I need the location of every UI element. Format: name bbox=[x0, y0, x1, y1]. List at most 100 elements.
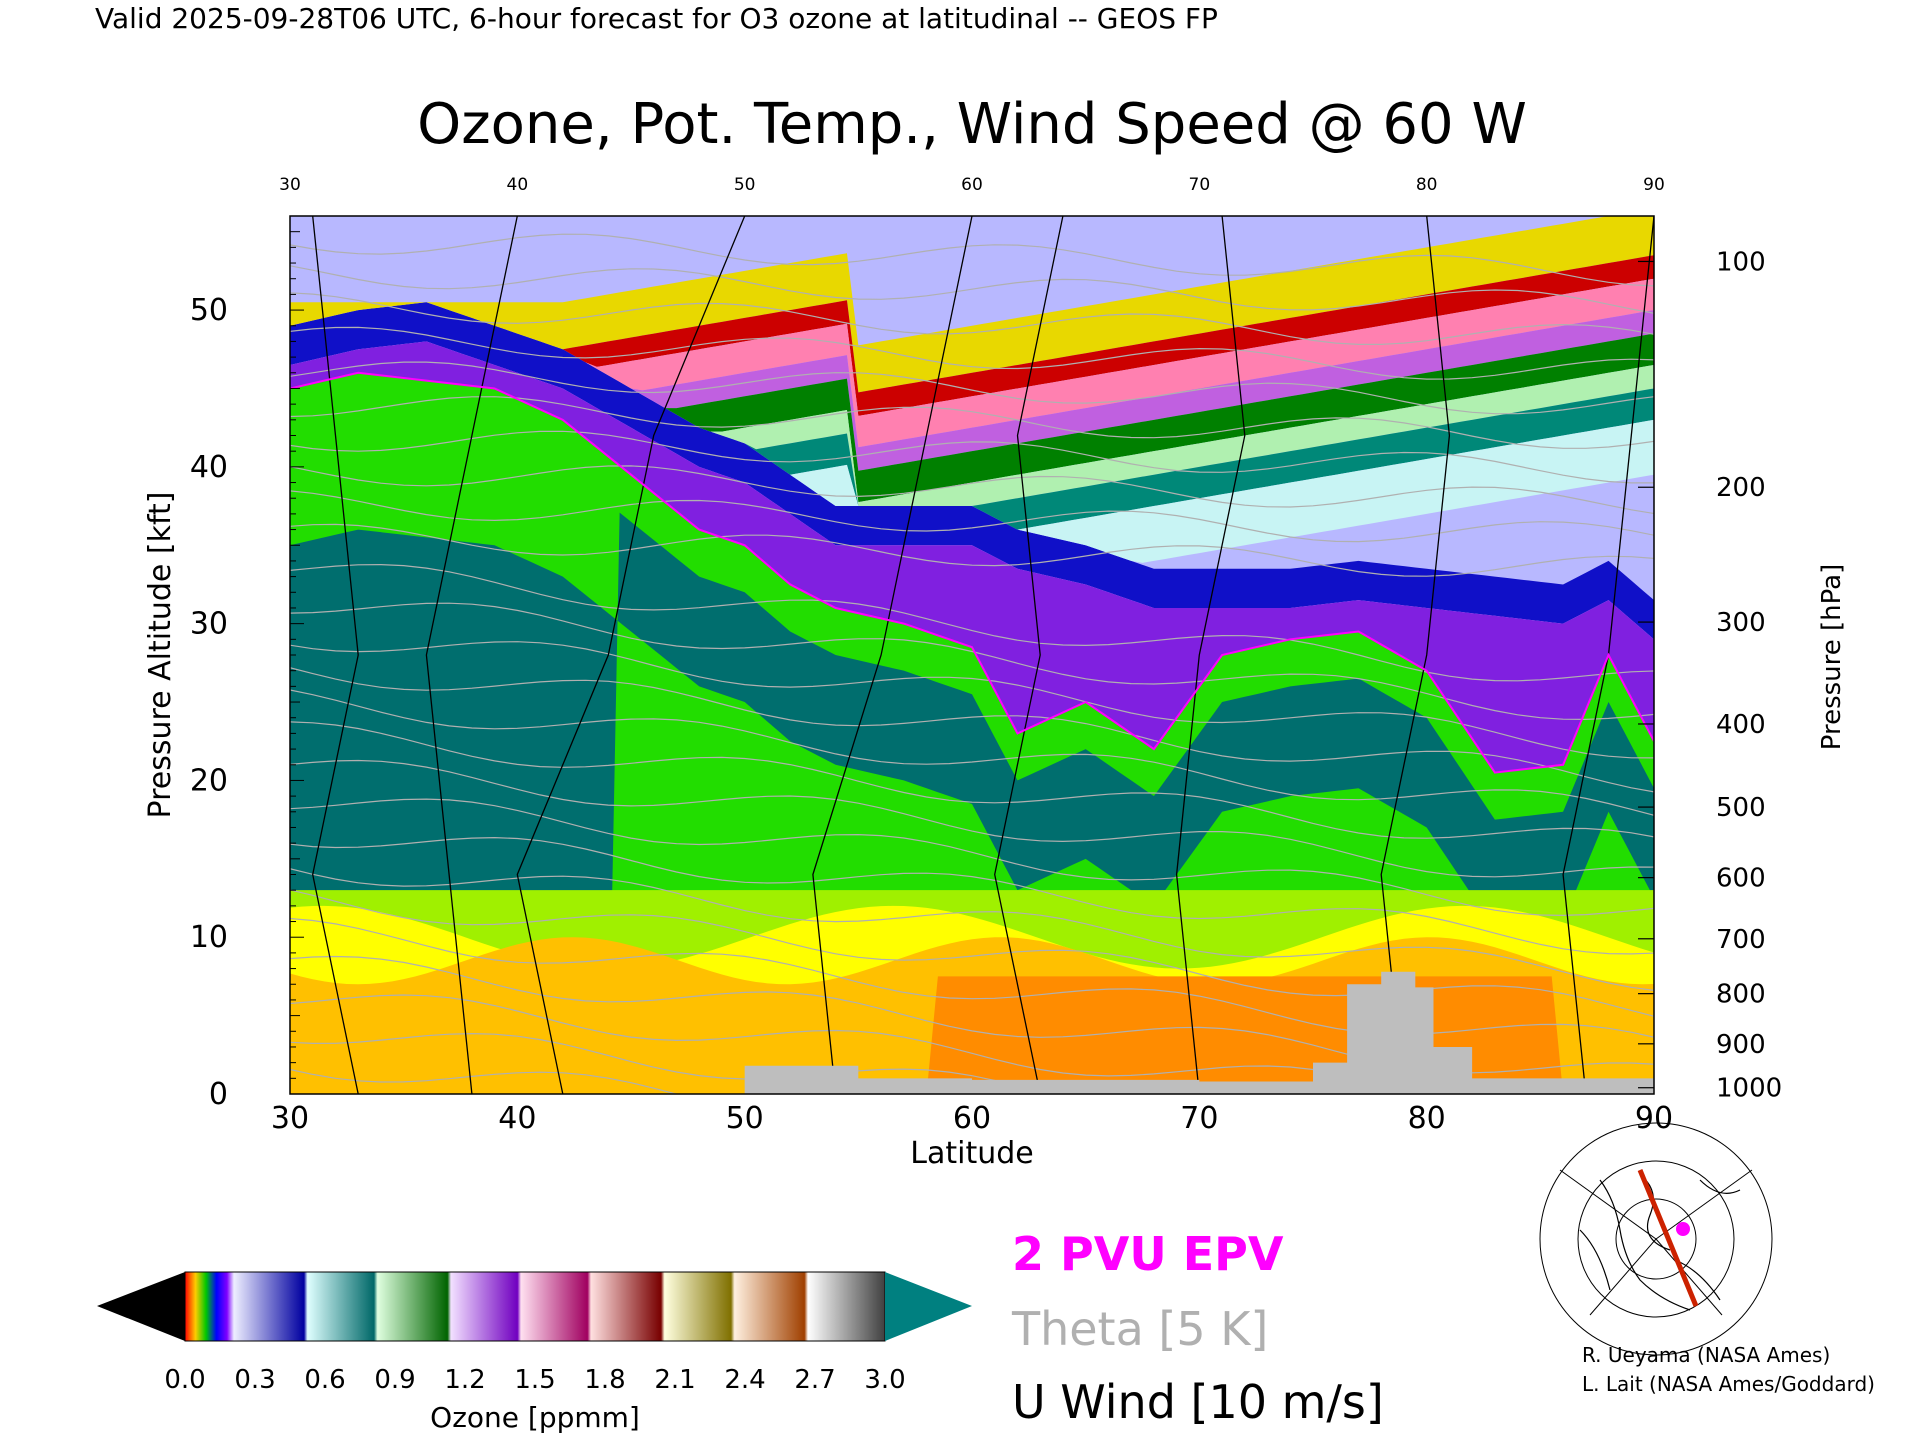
theta-line bbox=[290, 465, 1654, 515]
theta-line bbox=[290, 361, 1654, 415]
theta-line bbox=[290, 1068, 679, 1094]
wind-line bbox=[425, 216, 518, 1094]
theta-line bbox=[290, 868, 1654, 991]
pressure-tick-label: 300 bbox=[1716, 608, 1766, 638]
locator-map bbox=[1539, 1122, 1773, 1356]
colorbar-tick-label: 2.4 bbox=[724, 1365, 765, 1395]
x-tick-label-top: 30 bbox=[279, 175, 301, 195]
pressure-tick-label: 500 bbox=[1716, 793, 1766, 823]
theta-line bbox=[290, 759, 1654, 878]
colorbar-tick-label: 1.5 bbox=[514, 1365, 555, 1395]
x-tick-label: 50 bbox=[726, 1101, 764, 1136]
pressure-tick-label: 1000 bbox=[1716, 1074, 1782, 1104]
wind-line bbox=[812, 216, 973, 1094]
pressure-tick-label: 800 bbox=[1716, 980, 1766, 1010]
strat-band-green bbox=[290, 302, 1654, 503]
strat-band-teal bbox=[290, 302, 1654, 530]
strat-band-magenta bbox=[290, 302, 1654, 471]
forecast-header: Valid 2025-09-28T06 UTC, 6-hour forecast… bbox=[95, 2, 1218, 35]
x-tick-label-top: 40 bbox=[507, 175, 529, 195]
colorbar-tick-label: 1.2 bbox=[444, 1365, 485, 1395]
strat-band-blue bbox=[290, 302, 1654, 640]
theta-line bbox=[290, 326, 1654, 380]
wind-line bbox=[516, 216, 746, 1094]
strat-band-pink bbox=[290, 278, 1654, 448]
theta-line bbox=[290, 721, 1654, 839]
pressure-tick-label: 600 bbox=[1716, 864, 1766, 894]
surface-shape bbox=[744, 971, 1654, 1094]
x-tick-label: 70 bbox=[1180, 1101, 1218, 1136]
colorbar-tick-label: 3.0 bbox=[864, 1365, 905, 1395]
theta-line bbox=[290, 233, 1654, 287]
legend-wind: U Wind [10 m/s] bbox=[1012, 1375, 1384, 1429]
x-axis-top: 30 40 50 60 70 80 90 bbox=[279, 175, 1665, 195]
pressure-tick-label: 100 bbox=[1716, 247, 1766, 277]
x-tick-label-top: 80 bbox=[1416, 175, 1438, 195]
theta-line bbox=[290, 265, 1654, 314]
credit-2: L. Lait (NASA Ames/Goddard) bbox=[1582, 1372, 1875, 1396]
y-tick-label: 20 bbox=[190, 763, 228, 798]
y-axis-left: 0 10 20 30 40 50 bbox=[190, 231, 304, 1112]
strat-band-cyan bbox=[290, 302, 1654, 563]
y-tick-label: 40 bbox=[190, 450, 228, 485]
y-tick-label: 0 bbox=[209, 1077, 228, 1112]
theta-line bbox=[290, 994, 1423, 1094]
x-tick-label: 90 bbox=[1635, 1101, 1673, 1136]
y-axis-label: Pressure Altitude [kft] bbox=[143, 492, 178, 819]
y-tick-label: 30 bbox=[190, 607, 228, 642]
x-tick-label-top: 60 bbox=[961, 175, 983, 195]
theta-line bbox=[290, 689, 1654, 816]
epv-contour bbox=[290, 371, 1654, 774]
colorbar-tick-label: 2.1 bbox=[654, 1365, 695, 1395]
y-tick-label: 10 bbox=[190, 920, 228, 955]
theta-line bbox=[290, 667, 1654, 793]
colorbar-over-arrow bbox=[885, 1272, 972, 1341]
x-tick-label-top: 50 bbox=[734, 175, 756, 195]
x-axis-label: Latitude bbox=[910, 1136, 1033, 1171]
colorbar-ticks: 0.0 0.3 0.6 0.9 1.2 1.5 1.8 2.1 2.4 2.7 3.0 bbox=[164, 1365, 905, 1395]
legend-epv: 2 PVU EPV bbox=[1012, 1227, 1284, 1281]
epv-line bbox=[290, 371, 1654, 774]
colorbar-tick-label: 0.3 bbox=[234, 1365, 275, 1395]
y-axis-right-label: Pressure [hPa] bbox=[1817, 564, 1847, 751]
x-tick-label: 80 bbox=[1408, 1101, 1446, 1136]
y-tick-label: 50 bbox=[190, 293, 228, 328]
colorbar-label: Ozone [ppmm] bbox=[430, 1401, 640, 1434]
colorbar-tick-label: 0.6 bbox=[304, 1365, 345, 1395]
plot-area bbox=[290, 216, 1654, 1094]
pressure-tick-label: 700 bbox=[1716, 925, 1766, 955]
credit-1: R. Ueyama (NASA Ames) bbox=[1582, 1343, 1830, 1367]
chart-title: Ozone, Pot. Temp., Wind Speed @ 60 W bbox=[417, 92, 1527, 157]
colorbar: 0.0 0.3 0.6 0.9 1.2 1.5 1.8 2.1 2.4 2.7 3.0 Ozone … bbox=[97, 1271, 972, 1434]
legend-theta: Theta [5 K] bbox=[1011, 1302, 1268, 1356]
x-tick-label: 30 bbox=[271, 1101, 309, 1136]
theta-line bbox=[290, 292, 1654, 345]
x-tick-label: 40 bbox=[498, 1101, 536, 1136]
theta-line bbox=[290, 430, 1654, 484]
theta-line bbox=[290, 1032, 1051, 1094]
wind-line bbox=[994, 216, 1064, 1094]
x-tick-label: 60 bbox=[953, 1101, 991, 1136]
wind-contours bbox=[312, 216, 1654, 1094]
wind-line bbox=[1175, 216, 1246, 1094]
theta-line bbox=[290, 523, 1654, 577]
surface-mask bbox=[744, 971, 1654, 1094]
colorbar-under-arrow bbox=[97, 1272, 185, 1341]
theta-contours bbox=[290, 233, 1654, 1094]
x-tick-label-top: 70 bbox=[1189, 175, 1211, 195]
wind-line bbox=[1380, 216, 1451, 1094]
strat-band-yellow bbox=[290, 216, 1654, 393]
section-line bbox=[1637, 1169, 1699, 1307]
colorbar-tick-label: 0.0 bbox=[164, 1365, 205, 1395]
colorbar-body bbox=[184, 1271, 886, 1342]
strat-band-purple bbox=[290, 341, 1654, 773]
ozone-bands bbox=[290, 216, 1654, 1094]
y-axis-right: 100 200 300 400 500 600 700 800 900 1000 bbox=[1638, 247, 1782, 1104]
trop-band-darkteal bbox=[290, 512, 1654, 1094]
strat-band-red bbox=[290, 255, 1654, 416]
theta-line bbox=[290, 836, 1654, 955]
colorbar-tick-label: 1.8 bbox=[584, 1365, 625, 1395]
pressure-tick-label: 400 bbox=[1716, 710, 1766, 740]
